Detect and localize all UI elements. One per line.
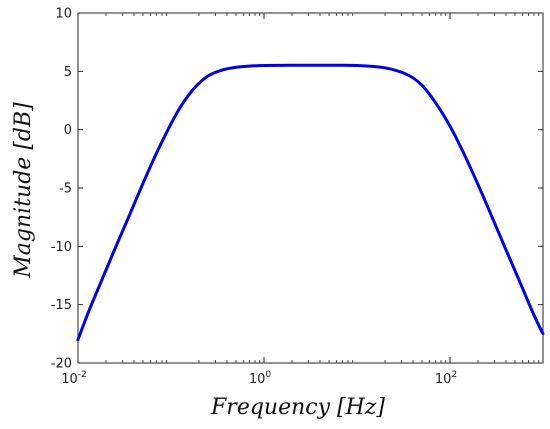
x-tick-label: 10-2: [61, 370, 87, 387]
y-tick-label: -10: [51, 240, 72, 255]
y-tick-label: -5: [59, 182, 72, 197]
y-tick-label: 10: [55, 7, 72, 22]
plot-frame: [77, 12, 544, 364]
x-tick-label: 100: [249, 370, 272, 387]
y-tick-label: -15: [51, 298, 72, 313]
series-line: [76, 63, 545, 342]
x-tick-label: 102: [435, 370, 457, 387]
y-axis-title: Magnitude [dB]: [11, 102, 36, 279]
y-tick-label: -20: [51, 357, 72, 372]
series-layer: [76, 63, 545, 342]
y-tick-label: 0: [64, 123, 72, 138]
x-axis-title: Frequency [Hz]: [210, 395, 385, 420]
plot-area: [77, 12, 544, 364]
y-tick-label: 5: [64, 65, 72, 80]
